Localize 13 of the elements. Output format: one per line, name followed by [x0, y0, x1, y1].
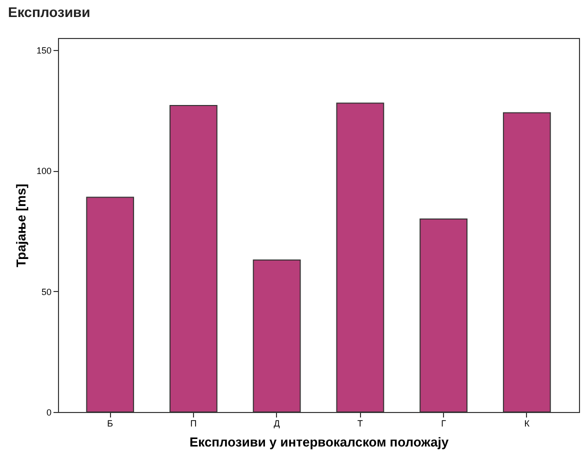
y-tick-label: 100	[36, 166, 52, 176]
x-tick-label: К	[524, 418, 530, 428]
x-tick-label: Б	[107, 418, 114, 428]
x-tick-label: П	[190, 418, 197, 428]
y-tick-label: 0	[46, 408, 52, 418]
x-tick-label: Д	[274, 418, 280, 428]
y-tick-label: 150	[36, 46, 52, 56]
x-tick-label: Т	[357, 418, 364, 428]
x-tick-label: Г	[441, 418, 446, 428]
y-tick-label: 50	[41, 286, 52, 297]
chart-title: Експлозиви	[8, 4, 90, 20]
y-axis-title: Трајање [ms]	[13, 184, 28, 268]
x-axis-title: Експлозиви у интервокалском положају	[189, 434, 450, 450]
